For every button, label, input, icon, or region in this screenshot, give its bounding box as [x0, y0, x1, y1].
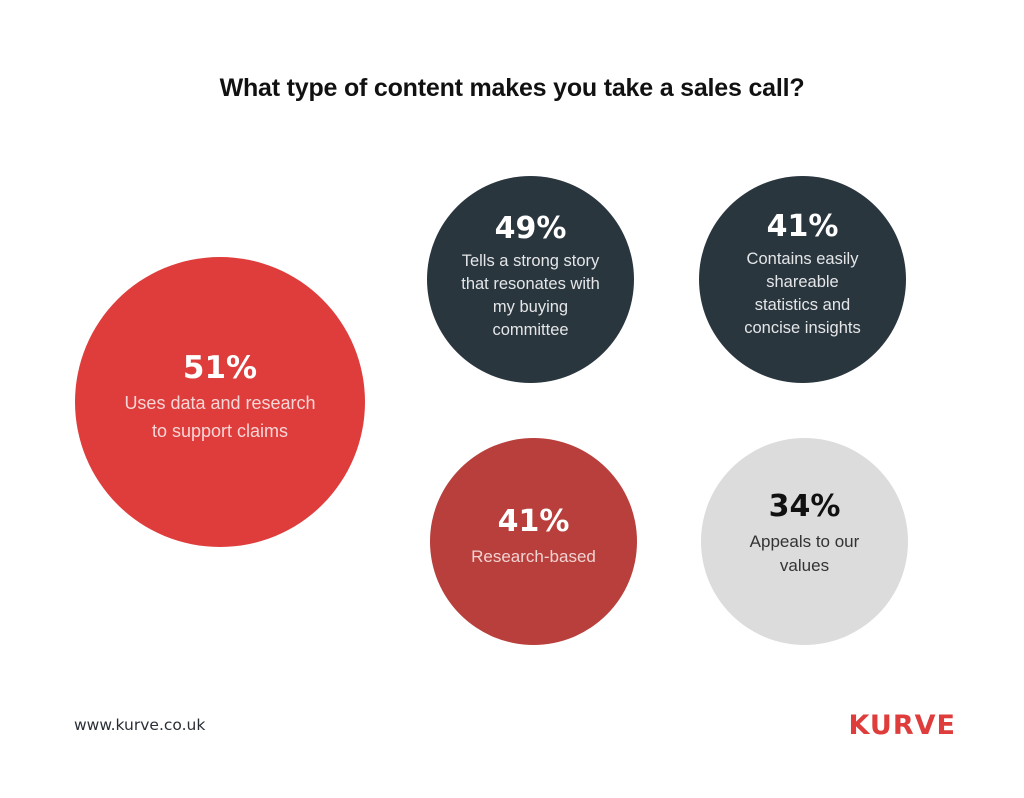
- bubble-label: Appeals to our values: [749, 531, 860, 575]
- bubble-value: 41%: [497, 503, 570, 539]
- bubble-value: 51%: [182, 349, 258, 386]
- kurve-logo: KURVE: [848, 710, 956, 741]
- bubble-strong-story: 49% Tells a strong story that resonates …: [427, 176, 634, 383]
- bubble-value: 41%: [766, 209, 839, 244]
- bubble-research-based: 41% Research-based: [430, 438, 637, 645]
- bubble-appeals-values: 34% Appeals to our values: [701, 438, 908, 645]
- bubble-label: Contains easily shareable statistics and…: [744, 250, 861, 338]
- chart-title: What type of content makes you take a sa…: [219, 74, 805, 102]
- bubble-data-research: 51% Uses data and research to support cl…: [75, 257, 365, 547]
- bubble-label: Uses data and research to support claims: [124, 392, 316, 441]
- bubble-shareable-stats: 41% Contains easily shareable statistics…: [699, 176, 906, 383]
- bubble-label: Research-based: [471, 546, 596, 566]
- footer-url: www.kurve.co.uk: [74, 716, 206, 734]
- bubble-value: 34%: [768, 488, 841, 524]
- bubble-label: Tells a strong story that resonates with…: [461, 252, 600, 340]
- bubble-value: 49%: [494, 211, 567, 246]
